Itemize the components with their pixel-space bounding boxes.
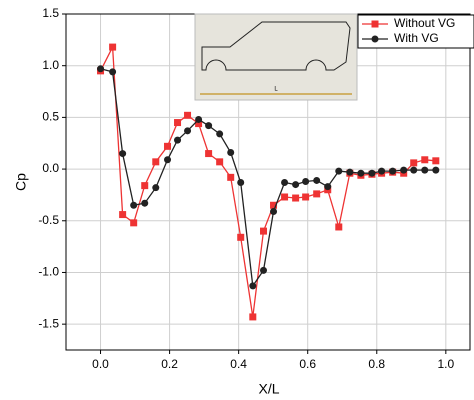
marker [174, 136, 182, 144]
marker [357, 169, 365, 177]
x-tick-label: 0.4 [230, 357, 247, 371]
y-tick-label: 1.0 [42, 58, 59, 72]
y-tick-label: 0.5 [42, 110, 59, 124]
marker [302, 193, 310, 201]
marker [260, 266, 268, 274]
inset-frame [194, 13, 358, 101]
marker [346, 168, 354, 176]
marker [164, 142, 172, 150]
x-tick-label: 0.8 [368, 357, 385, 371]
series-line [100, 68, 436, 288]
marker [421, 166, 429, 174]
marker [195, 120, 203, 128]
legend-label: With VG [394, 31, 439, 45]
marker [335, 223, 343, 231]
inset-image: L [194, 13, 358, 101]
y-tick-label: 1.5 [42, 6, 59, 20]
marker [389, 167, 397, 175]
inset-label: L [274, 87, 278, 93]
marker [281, 193, 289, 201]
marker [141, 199, 149, 207]
y-tick-label: -1.5 [38, 316, 59, 330]
marker [237, 179, 245, 187]
x-tick-label: 0.6 [299, 357, 316, 371]
marker [270, 207, 278, 215]
marker [270, 201, 278, 209]
marker [109, 43, 117, 51]
marker [216, 158, 224, 166]
marker [249, 282, 257, 290]
marker [335, 167, 343, 175]
marker [313, 176, 321, 184]
marker [281, 179, 289, 187]
marker [421, 156, 429, 164]
marker [119, 211, 127, 219]
x-tick-label: 1.0 [437, 357, 454, 371]
marker [237, 233, 245, 241]
marker [216, 130, 224, 138]
plot-area: 1.5 1.0 0.5 0.0 -0.5 -1.0 -1.5 0.0 0.2 0.4 0.6 0.8 1… [38, 6, 471, 371]
x-tick-label: 0.2 [161, 357, 178, 371]
marker [302, 177, 310, 185]
marker [130, 219, 138, 227]
marker [184, 127, 192, 135]
x-tick-label: 0.0 [92, 357, 109, 371]
marker [152, 184, 160, 192]
car-outline [201, 21, 351, 71]
y-axis-label: Cp [13, 173, 29, 191]
y-tick-label: -1.0 [38, 265, 59, 279]
marker [97, 65, 105, 73]
marker [368, 169, 376, 177]
marker [410, 166, 418, 174]
marker [164, 156, 172, 164]
marker [227, 173, 235, 181]
marker [410, 159, 418, 167]
marker [205, 150, 213, 158]
marker [195, 115, 203, 123]
marker [152, 158, 160, 166]
legend-label: Without VG [394, 16, 455, 30]
marker [432, 157, 440, 165]
marker [249, 313, 257, 321]
marker [184, 111, 192, 119]
marker [119, 150, 127, 158]
marker [324, 183, 332, 191]
marker [141, 182, 149, 190]
marker [174, 119, 182, 127]
y-tick-label: -0.5 [38, 213, 59, 227]
marker [109, 68, 117, 76]
marker [378, 167, 386, 175]
marker [313, 190, 321, 198]
marker [260, 227, 268, 235]
x-axis-label: X/L [258, 381, 279, 397]
marker [205, 122, 213, 130]
marker [292, 181, 300, 189]
y-tick-label: 0.0 [42, 161, 59, 175]
marker [130, 201, 138, 209]
marker [292, 194, 300, 202]
marker [227, 149, 235, 157]
legend-marker [371, 35, 379, 43]
marker [432, 166, 440, 174]
legend-marker [371, 20, 379, 28]
marker [400, 166, 408, 174]
